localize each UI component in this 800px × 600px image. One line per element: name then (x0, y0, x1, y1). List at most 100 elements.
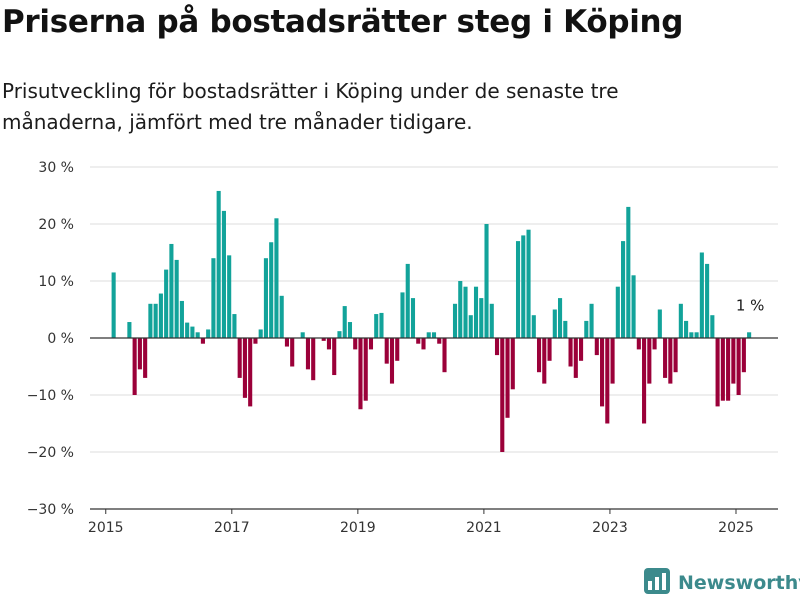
bar (668, 338, 673, 384)
bar (663, 338, 668, 378)
x-tick-label: 2021 (466, 520, 502, 536)
bar (164, 269, 169, 338)
bar (410, 298, 416, 338)
y-tick-label: −30 % (27, 502, 74, 518)
bar (284, 338, 289, 347)
page-title: Priserna på bostadsrätter steg i Köping (2, 4, 684, 40)
bar (610, 338, 615, 384)
bar (573, 338, 578, 378)
bar (311, 338, 316, 381)
bar (689, 332, 694, 338)
newsworthy-logo-icon (644, 568, 670, 598)
bar (211, 258, 216, 338)
bar (431, 332, 437, 338)
bar (526, 229, 531, 338)
bar (395, 338, 400, 361)
page-subtitle: Prisutveckling för bostadsrätter i Köpin… (2, 79, 619, 134)
bar (631, 275, 636, 338)
bar (521, 235, 526, 338)
bar (290, 338, 295, 367)
bar (600, 338, 605, 407)
bar (143, 338, 148, 378)
bar (547, 338, 552, 361)
bar (647, 338, 652, 384)
bar (158, 293, 163, 338)
x-tick-label: 2017 (214, 520, 250, 536)
bar (237, 338, 242, 378)
bar (731, 338, 736, 384)
bar (442, 338, 447, 373)
y-axis: 30 % 20 % 10 % 0 % −10 % −20 % −30 % (27, 160, 74, 518)
bar (358, 338, 363, 410)
bar (132, 338, 137, 395)
bar (468, 315, 473, 338)
bar (437, 338, 442, 344)
brand: Newsworthy (644, 568, 800, 598)
bar (206, 329, 211, 338)
bar (195, 332, 200, 338)
bar (111, 272, 116, 338)
bar (473, 286, 479, 338)
bar (558, 298, 563, 338)
bar (642, 338, 647, 424)
bar (715, 338, 720, 407)
bar (248, 338, 253, 407)
bar (227, 255, 232, 338)
bar (726, 338, 731, 401)
bar (221, 210, 226, 338)
bar (673, 338, 678, 373)
bar (705, 263, 710, 338)
bar (568, 338, 573, 367)
bar (389, 338, 395, 384)
bar (337, 331, 342, 338)
bar (232, 314, 237, 338)
bar (626, 206, 631, 338)
bar (179, 300, 184, 338)
bar (216, 190, 221, 338)
bar (720, 338, 725, 401)
bar (615, 286, 620, 338)
y-tick-label: 30 % (38, 160, 74, 176)
y-tick-label: −20 % (27, 445, 74, 461)
bar (594, 338, 599, 356)
bar (505, 338, 510, 418)
bar (305, 338, 311, 370)
bar (326, 338, 332, 350)
bar (621, 241, 626, 338)
bar (605, 338, 610, 424)
bar (353, 338, 358, 350)
bar (652, 338, 657, 350)
bar (253, 338, 258, 344)
bar (684, 320, 689, 338)
bar (374, 314, 379, 338)
bar (657, 309, 662, 338)
bar (489, 303, 494, 338)
bar (452, 303, 458, 338)
bar (694, 332, 699, 338)
bar (515, 241, 521, 338)
bar (405, 263, 410, 338)
bar (242, 338, 247, 398)
bar (500, 338, 505, 452)
bar (190, 326, 195, 338)
bar (185, 322, 190, 338)
bar (416, 338, 421, 344)
x-tick-label: 2023 (592, 520, 628, 536)
y-tick-label: 0 % (47, 331, 74, 347)
bar (347, 322, 353, 338)
bar (747, 332, 752, 338)
bar (379, 312, 384, 338)
bar (368, 338, 374, 350)
bar (200, 338, 205, 344)
bar (584, 320, 589, 338)
bar (258, 329, 263, 338)
bar (636, 338, 641, 350)
bar (494, 338, 500, 356)
bar (426, 332, 431, 338)
x-axis: 2015 2017 2019 2021 2023 2025 (88, 508, 778, 536)
bar (484, 224, 489, 338)
bar (300, 332, 305, 338)
bar (542, 338, 547, 384)
bar (710, 315, 715, 338)
